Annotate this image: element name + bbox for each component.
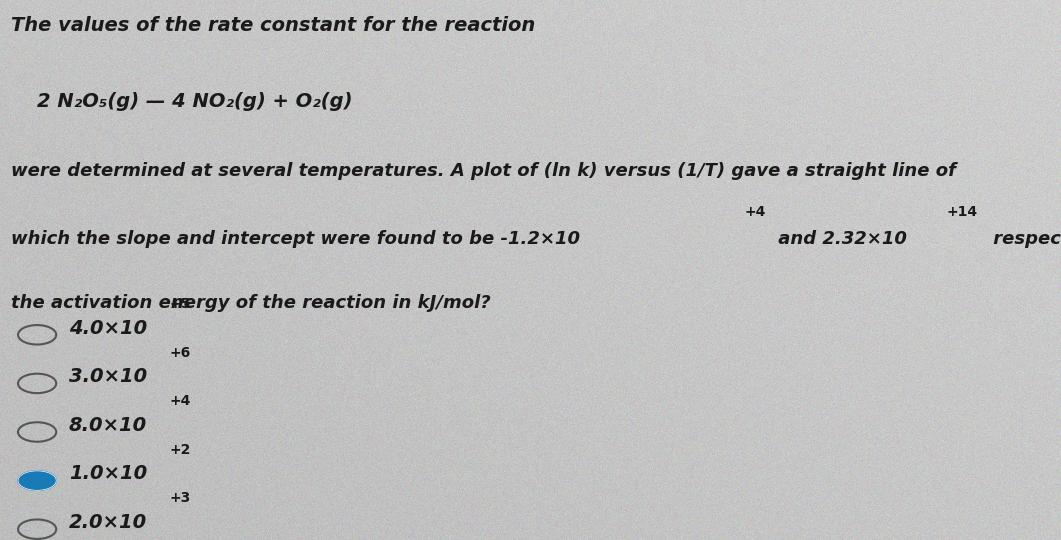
- Text: +4: +4: [170, 394, 191, 408]
- Circle shape: [18, 471, 56, 490]
- Text: and 2.32×10: and 2.32×10: [772, 230, 907, 247]
- Text: +3: +3: [170, 491, 191, 505]
- Text: 3.0×10: 3.0×10: [69, 367, 147, 386]
- Text: The values of the rate constant for the reaction: The values of the rate constant for the …: [11, 16, 535, 35]
- Text: +4: +4: [745, 205, 766, 219]
- Text: which the slope and intercept were found to be -1.2×10: which the slope and intercept were found…: [11, 230, 579, 247]
- Text: 8.0×10: 8.0×10: [69, 416, 147, 435]
- Text: were determined at several temperatures. A plot of (ln k) versus (1/T) gave a st: were determined at several temperatures.…: [11, 162, 956, 180]
- Text: 1.0×10: 1.0×10: [69, 464, 147, 483]
- Text: +6: +6: [170, 346, 191, 360]
- Text: respectively, calculate: respectively, calculate: [987, 230, 1061, 247]
- Text: +5: +5: [170, 297, 191, 311]
- Text: 2 N₂O₅(g) — 4 NO₂(g) + O₂(g): 2 N₂O₅(g) — 4 NO₂(g) + O₂(g): [37, 92, 352, 111]
- Text: 2.0×10: 2.0×10: [69, 513, 147, 532]
- Text: the activation energy of the reaction in kJ/mol?: the activation energy of the reaction in…: [11, 294, 490, 312]
- Text: +2: +2: [170, 443, 191, 457]
- Text: 4.0×10: 4.0×10: [69, 319, 147, 338]
- Text: +14: +14: [946, 205, 977, 219]
